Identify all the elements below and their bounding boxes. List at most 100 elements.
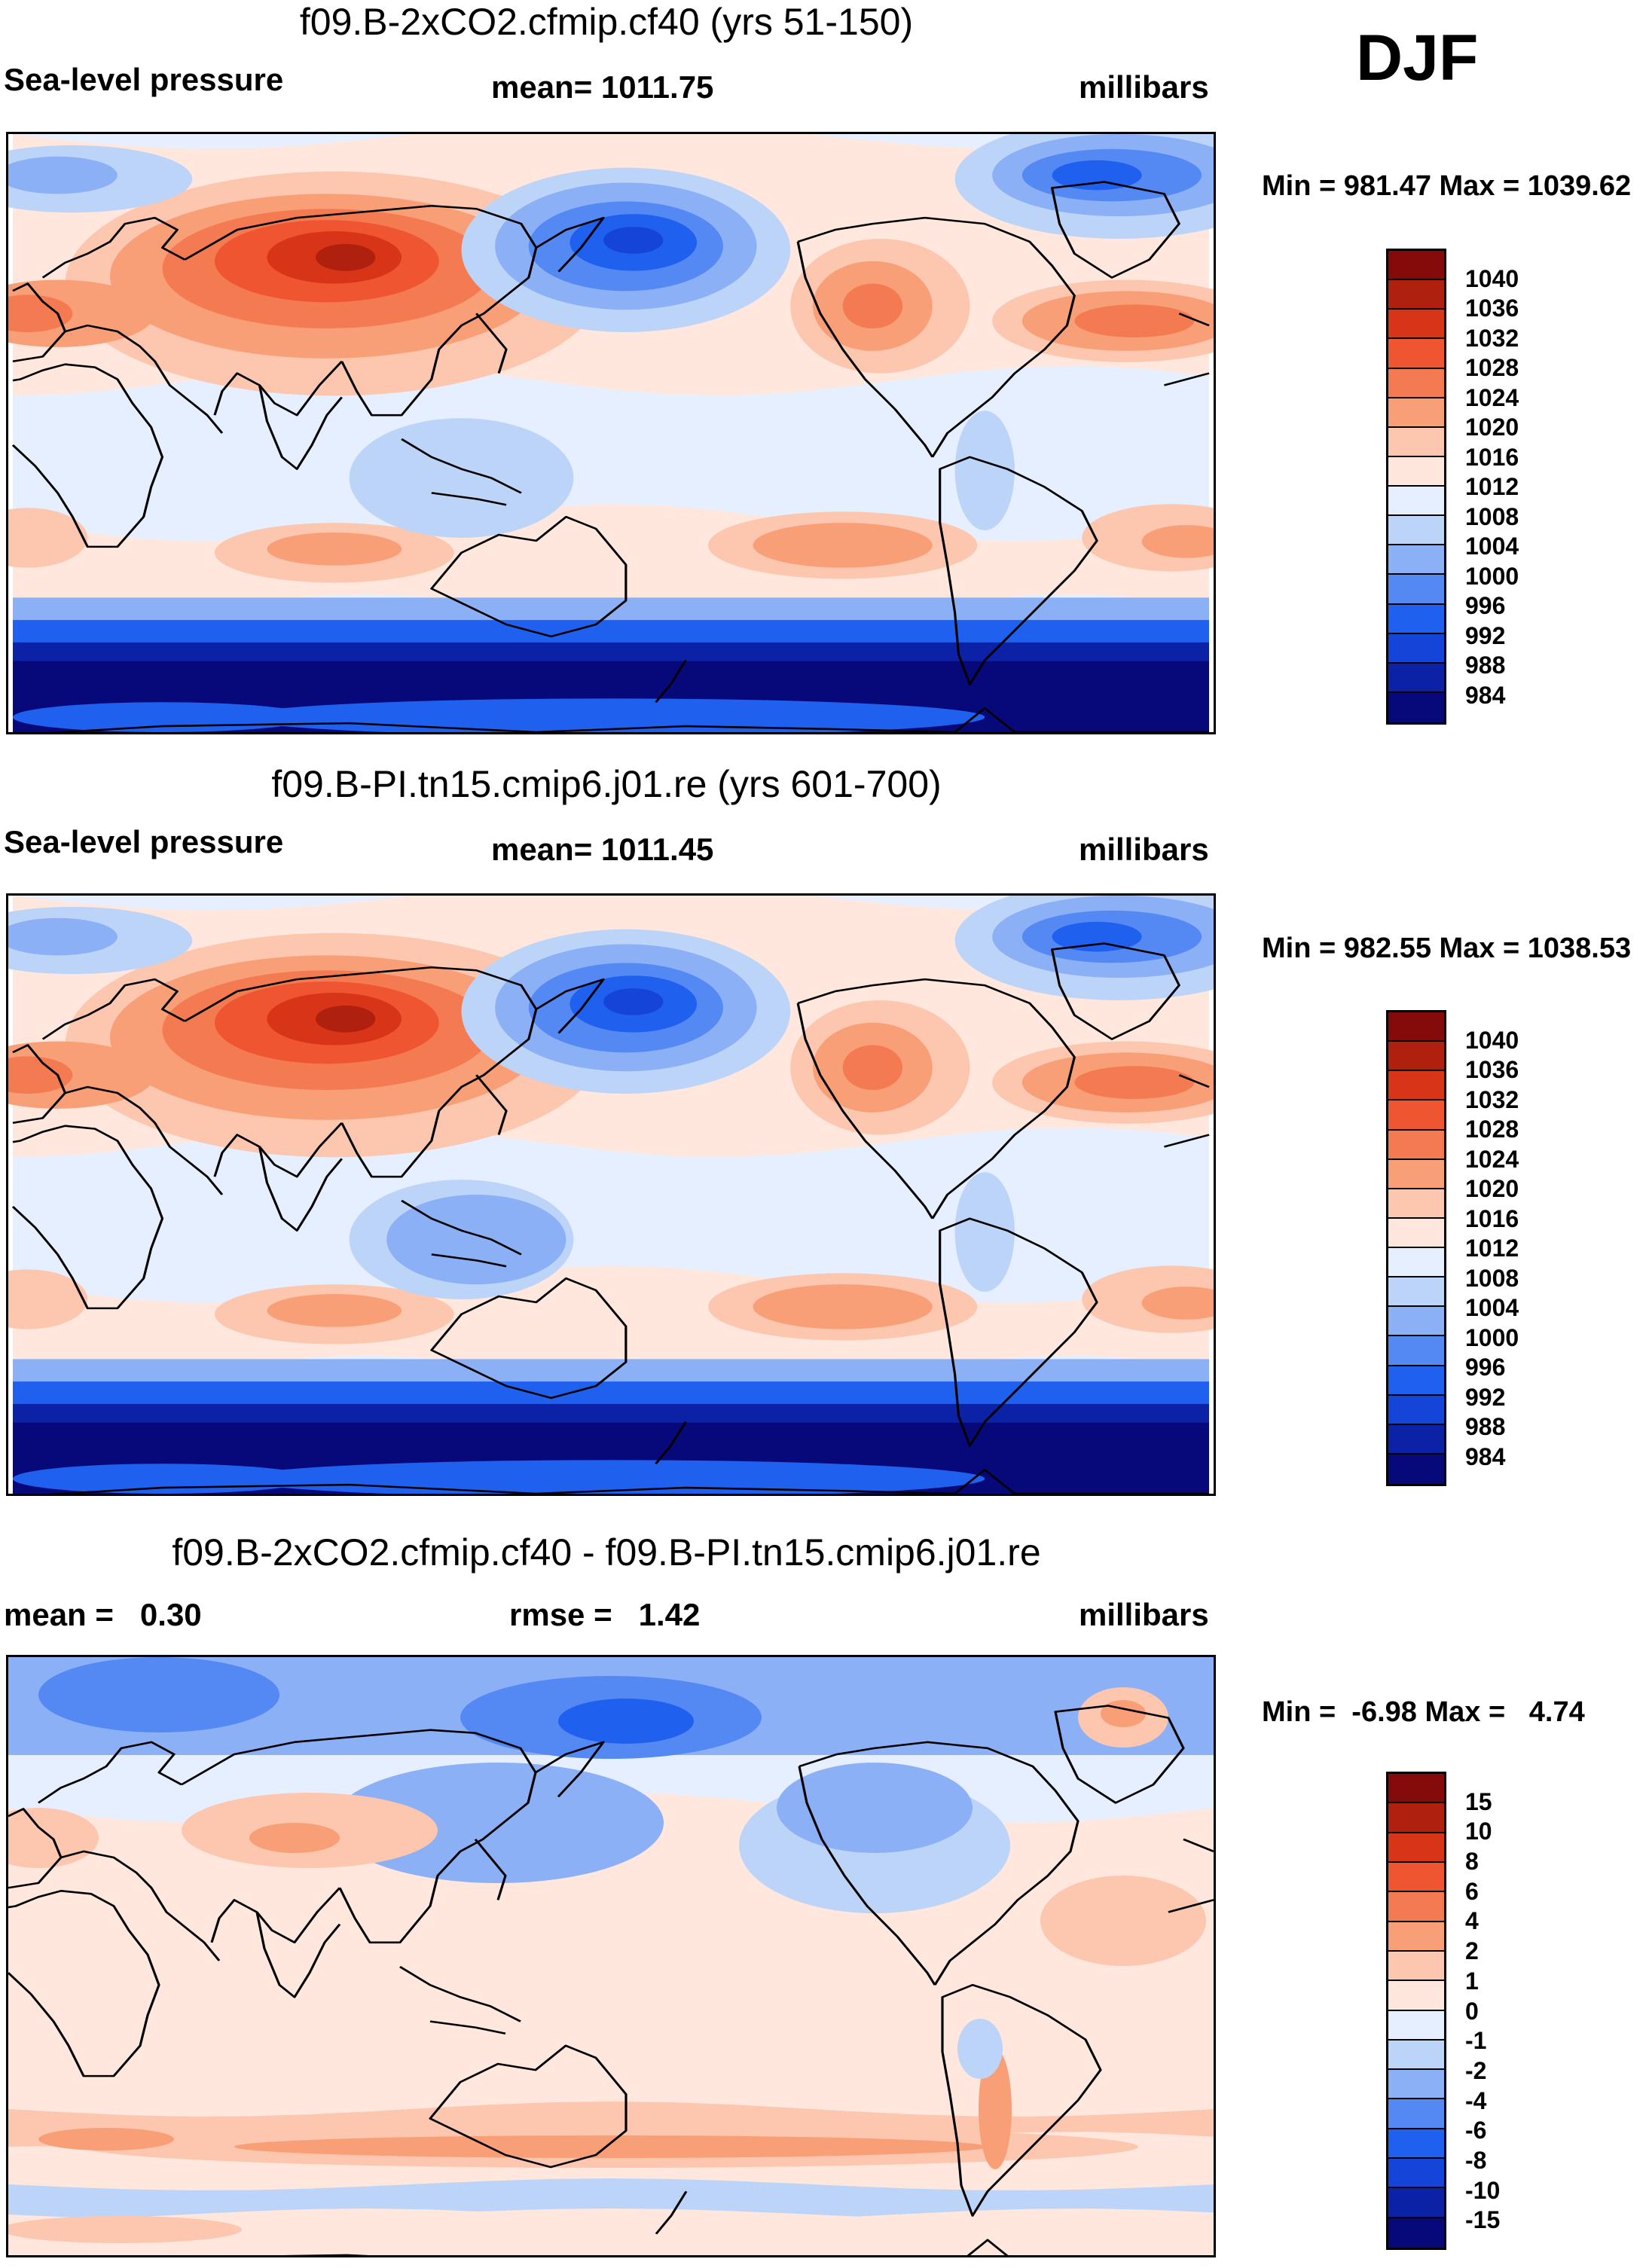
coastline xyxy=(1183,1838,1214,1853)
panel-2-title: f09.B-PI.tn15.cmip6.j01.re (yrs 601-700) xyxy=(271,763,942,805)
coastline xyxy=(258,1146,344,1232)
colorbar-swatch xyxy=(1388,1130,1444,1160)
south-atlantic-high-core xyxy=(1141,525,1214,558)
atlantic-positive xyxy=(1040,1876,1206,1966)
colorbar-swatch xyxy=(1388,1424,1444,1455)
coastline xyxy=(655,2190,688,2235)
coastline xyxy=(184,205,538,297)
colorbar-label: 988 xyxy=(1465,652,1506,679)
colorbar-label: -4 xyxy=(1465,2086,1487,2114)
colorbar-swatch xyxy=(1388,1218,1444,1248)
colorbar-swatch xyxy=(1388,1922,1444,1952)
coastline xyxy=(655,660,687,704)
antarctic-low xyxy=(237,698,985,732)
colorbar-label: 15 xyxy=(1465,1787,1492,1815)
coastline xyxy=(1054,1705,1185,1804)
siberian-high xyxy=(315,243,376,271)
siberian-high xyxy=(315,1005,376,1033)
colorbar-label: 1020 xyxy=(1465,414,1519,441)
coastline xyxy=(64,1085,224,1195)
coastline xyxy=(475,313,508,374)
coastline xyxy=(1163,372,1210,386)
southern-positive xyxy=(234,2135,988,2158)
panel-3-colorbar xyxy=(1386,1772,1446,2250)
amazon-low xyxy=(954,411,1015,531)
colorbar-swatch xyxy=(1388,2218,1444,2248)
coastline xyxy=(429,2020,506,2034)
colorbar-label: 1000 xyxy=(1465,562,1519,590)
coastline xyxy=(401,1199,522,1256)
south-pacific-high-core xyxy=(753,523,933,568)
colorbar-swatch xyxy=(1388,1951,1444,1982)
colorbar-label: 1028 xyxy=(1465,354,1519,381)
coastline xyxy=(430,1277,628,1400)
southern-negative xyxy=(8,2178,1214,2221)
colorbar-swatch xyxy=(1388,604,1444,634)
colorbar-swatch xyxy=(1388,1277,1444,1308)
coastline xyxy=(184,966,538,1058)
coastline xyxy=(255,1912,341,1998)
colorbar-label: 1024 xyxy=(1465,1145,1519,1173)
north-pacific-negative xyxy=(332,1763,664,1883)
south-indian-high-core xyxy=(267,533,402,566)
european-high xyxy=(8,1056,73,1094)
south-atlantic-high-core xyxy=(1141,1287,1214,1320)
panel-2-map xyxy=(6,893,1216,1496)
colorbar-swatch xyxy=(1388,310,1444,340)
colorbar-swatch xyxy=(1388,2010,1444,2041)
colorbar-label: 10 xyxy=(1465,1818,1492,1845)
antarctic-low xyxy=(13,702,312,732)
south-pacific-high-core xyxy=(753,1284,933,1329)
colorbar-label: 1032 xyxy=(1465,1085,1519,1113)
colorbar-label: 984 xyxy=(1465,1442,1506,1470)
andes-positive xyxy=(979,2049,1012,2169)
coastline xyxy=(210,1887,341,1944)
colorbar-swatch xyxy=(1388,1248,1444,1278)
coastline xyxy=(11,1125,164,1310)
colorbar-swatch xyxy=(1388,339,1444,369)
panel-3-map-svg xyxy=(8,1657,1214,2255)
coastline xyxy=(939,1217,1098,1447)
coastline xyxy=(797,216,1076,458)
colorbar-label: 1012 xyxy=(1465,473,1519,500)
coastline xyxy=(431,1253,507,1268)
colorbar-label: -2 xyxy=(1465,2056,1487,2084)
colorbar-label: 1036 xyxy=(1465,1056,1519,1083)
coastlines xyxy=(11,181,1210,732)
maritime-continent-low xyxy=(386,1195,566,1285)
coastline xyxy=(64,324,224,434)
colorbar-label: 1008 xyxy=(1465,502,1519,530)
aleutian-low xyxy=(603,227,664,254)
coastline xyxy=(12,282,67,362)
coastlines xyxy=(8,1705,1214,2255)
south-indian-high-core xyxy=(267,1294,402,1327)
colorbar-label: 1 xyxy=(1465,1967,1479,1995)
azores-high xyxy=(1074,1066,1195,1099)
colorbar-label: 1016 xyxy=(1465,1204,1519,1232)
panel-1-mean: mean= 1011.75 xyxy=(491,69,714,105)
coastline xyxy=(1168,1899,1214,1913)
colorbar-swatch xyxy=(1388,2129,1444,2160)
south-atlantic-high xyxy=(8,508,88,568)
coastline xyxy=(338,1820,507,1944)
panel-2-mean: mean= 1011.45 xyxy=(491,832,714,867)
colorbar-swatch xyxy=(1388,1774,1444,1804)
european-high xyxy=(8,295,73,333)
colorbar-label: 1028 xyxy=(1465,1116,1519,1143)
antarctic-low xyxy=(237,1460,985,1494)
coastline xyxy=(798,1766,936,1986)
coastline xyxy=(46,707,1209,732)
colorbar-swatch xyxy=(1388,1012,1444,1042)
colorbar-label: 1032 xyxy=(1465,324,1519,352)
colorbar-label: 1004 xyxy=(1465,533,1519,560)
coastline xyxy=(655,1421,687,1465)
coastline xyxy=(941,1983,1102,2217)
coastline xyxy=(796,1003,934,1219)
colorbar-swatch xyxy=(1388,1833,1444,1863)
maritime-continent-low xyxy=(349,418,574,538)
coastline xyxy=(430,515,628,638)
colorbar-label: 1000 xyxy=(1465,1323,1519,1351)
colorbar-label: 984 xyxy=(1465,681,1506,709)
panel-3-units: millibars xyxy=(1079,1597,1209,1632)
panel-1-minmax: Min = 981.47 Max = 1039.62 xyxy=(1262,170,1632,202)
